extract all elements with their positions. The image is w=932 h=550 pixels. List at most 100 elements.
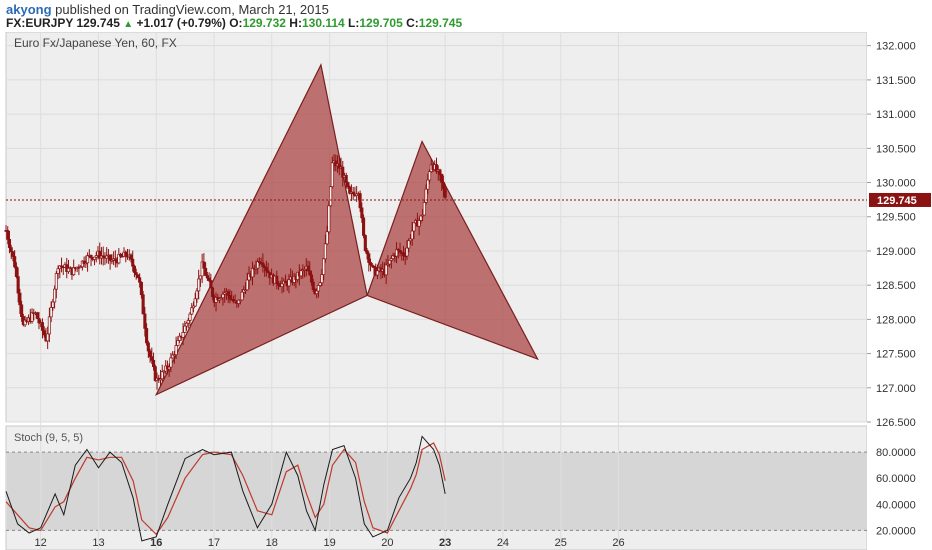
candle-body [276, 283, 281, 286]
candle-body [316, 285, 321, 292]
candle-body [178, 335, 182, 341]
candle-body [160, 371, 164, 380]
current-price-tag [869, 192, 931, 207]
time-tick-label: 25 [555, 537, 567, 549]
candle-body [20, 304, 24, 317]
time-tick-label: 19 [323, 537, 335, 549]
candle-body [129, 254, 133, 260]
candle-body [204, 267, 208, 276]
candle-body [386, 263, 390, 266]
candle-body [422, 202, 426, 216]
symbol-label: FX:EURJPY [6, 16, 74, 30]
candle-body [318, 282, 322, 286]
price-tick-label: 129.500 [876, 212, 916, 224]
candle-body [9, 247, 13, 253]
candle-body [131, 258, 135, 267]
candle-body [223, 292, 227, 295]
candle-body [110, 259, 114, 262]
time-tick-label: 13 [92, 537, 104, 549]
candle-body [401, 252, 406, 256]
time-tick-label: 26 [612, 537, 624, 549]
candle-body [264, 267, 268, 272]
candle-body [287, 279, 291, 287]
price-tick-label: 132.000 [876, 41, 916, 53]
candle-body [217, 298, 222, 301]
candle-body [309, 274, 314, 283]
candle-body [243, 289, 248, 292]
published-text: published on TradingView.com, March 21, … [55, 2, 329, 17]
candle-body [257, 261, 261, 263]
candle-body [438, 169, 442, 175]
candle-body [138, 277, 142, 283]
candle-body [13, 256, 17, 268]
candle-body [384, 264, 388, 276]
candle-body [171, 354, 175, 359]
candle-body [391, 255, 395, 259]
candle-body [211, 287, 215, 297]
time-tick-label: 20 [381, 537, 393, 549]
candles [4, 154, 447, 390]
candle-body [427, 171, 432, 181]
time-tick-label: 12 [35, 537, 47, 549]
candle-body [388, 259, 392, 265]
author-link[interactable]: akyong [6, 2, 52, 17]
candle-body [283, 280, 288, 283]
candle-body [105, 255, 109, 259]
price-axis-bg [867, 32, 932, 550]
candle-body [365, 250, 369, 255]
candle-body [18, 292, 22, 306]
candle-body [37, 318, 41, 324]
candle-body [46, 333, 50, 342]
candle-body [372, 265, 376, 268]
candle-body [410, 230, 414, 240]
candle-body [275, 275, 279, 284]
candle-body [183, 325, 187, 333]
candle-body [240, 291, 244, 301]
candle-body [245, 279, 249, 291]
candle-body [362, 217, 366, 236]
candle-body [124, 251, 128, 257]
stoch-tick-label: 20.0000 [876, 525, 916, 537]
stoch-d-line [5, 442, 446, 536]
candle-body [306, 265, 310, 272]
candle-body [221, 293, 225, 299]
candle-body [395, 249, 399, 257]
candle-body [202, 261, 206, 269]
candle-body [426, 179, 430, 190]
candle-body [209, 280, 213, 289]
candle-body [186, 320, 190, 324]
change-value: +1.017 (+0.79%) [136, 16, 226, 30]
candle-body [30, 312, 34, 322]
candle-body [398, 249, 402, 253]
candle-body [150, 356, 154, 361]
candle-body [419, 215, 423, 221]
price-tick-label: 131.000 [876, 109, 916, 121]
candle-body [250, 267, 255, 278]
stoch-k-line [5, 435, 446, 542]
candle-body [389, 258, 393, 261]
candle-body [375, 270, 380, 276]
candle-body [145, 328, 149, 344]
candle-body [98, 250, 102, 259]
candle-body [108, 254, 112, 261]
time-tick-label: 17 [208, 537, 220, 549]
time-tick-label: 18 [266, 537, 278, 549]
candle-body [368, 262, 373, 266]
candle-body [176, 340, 180, 346]
candle-body [151, 359, 156, 367]
candle-body [7, 239, 12, 248]
candle-body [113, 258, 117, 261]
chart-area[interactable]: 132.000 131.500 131.000 130.500 130.000 129.5… [0, 32, 932, 550]
stoch-lines [5, 435, 446, 542]
candle-body [322, 258, 326, 275]
publish-line: akyong published on TradingView.com, Mar… [6, 2, 329, 17]
candle-body [66, 267, 71, 272]
candle-body [72, 267, 76, 276]
candle-body [82, 260, 86, 264]
close-value: 129.745 [418, 16, 463, 30]
candle-body [407, 240, 411, 249]
candle-body [424, 188, 428, 203]
candle-body [228, 295, 232, 300]
candle-body [370, 264, 374, 267]
candle-body [162, 370, 166, 373]
